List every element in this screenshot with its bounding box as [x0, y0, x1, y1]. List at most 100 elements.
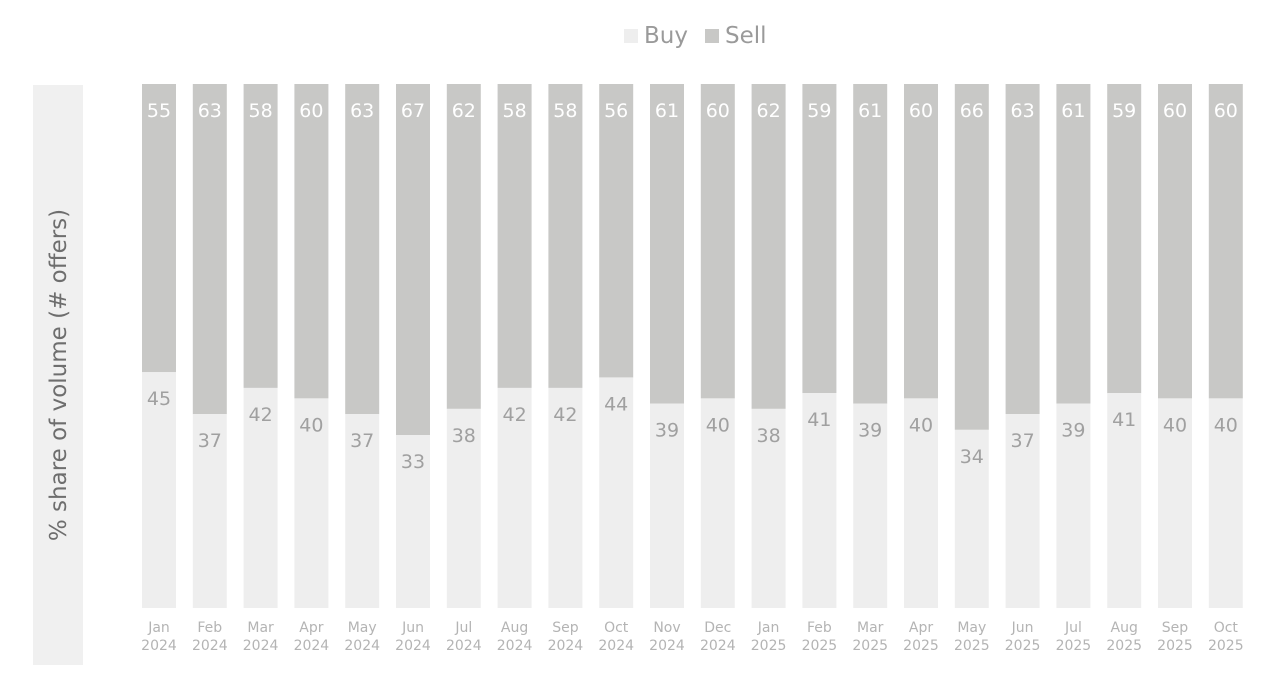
x-tick-year: 2025 — [1157, 638, 1193, 654]
x-tick-month: Jan — [147, 620, 170, 636]
bar-sell — [1158, 84, 1192, 399]
x-tick-month: Mar — [247, 620, 274, 636]
bar-buy — [853, 403, 888, 608]
data-label-sell: 63 — [198, 100, 222, 122]
bar-buy — [802, 393, 837, 608]
x-tick-month: Mar — [857, 620, 884, 636]
x-tick-month: Jul — [454, 620, 472, 636]
data-label-sell: 58 — [503, 100, 527, 122]
x-tick-month: Aug — [1111, 620, 1138, 636]
bar-sell — [802, 84, 837, 394]
bar-sell — [599, 84, 634, 378]
x-tick-month: Sep — [1162, 620, 1189, 636]
x-tick-month: May — [348, 620, 377, 636]
bar-sell — [243, 84, 278, 388]
bar-sell — [396, 84, 430, 436]
bar-sell — [700, 84, 735, 399]
data-label-sell: 62 — [452, 100, 476, 122]
data-label-sell: 63 — [350, 100, 374, 122]
bars-group: 55 45 63 37 58 42 60 40 63 37 67 33 62 38 58 42 58 42 56 44… — [142, 84, 1243, 608]
x-tick-year: 2025 — [903, 638, 939, 654]
bar-buy — [650, 403, 684, 608]
bar-buy — [1056, 403, 1091, 608]
legend: Buy Sell — [624, 23, 767, 49]
legend-buy-label: Buy — [644, 23, 688, 49]
x-tick-month: Dec — [704, 620, 731, 636]
bar-buy — [700, 398, 735, 608]
x-tick-month: Apr — [299, 620, 323, 636]
data-label-sell: 60 — [1214, 100, 1238, 122]
bar-buy — [1107, 393, 1142, 608]
bar-buy — [954, 429, 989, 608]
bar-sell — [954, 84, 989, 430]
data-label-buy: 41 — [807, 409, 831, 431]
data-label-buy: 37 — [1011, 430, 1035, 452]
x-tick-month: Feb — [807, 620, 832, 636]
data-label-buy: 40 — [299, 414, 323, 436]
bar-sell — [1208, 84, 1243, 399]
bar-buy — [904, 398, 938, 608]
bar-sell — [853, 84, 888, 404]
x-tick-year: 2024 — [446, 638, 482, 654]
data-label-buy: 40 — [706, 414, 730, 436]
x-tick-month: Oct — [1214, 620, 1239, 636]
data-label-buy: 38 — [452, 425, 476, 447]
x-tick-month: Oct — [604, 620, 629, 636]
x-tick-year: 2025 — [802, 638, 838, 654]
x-tick-year: 2024 — [141, 638, 177, 654]
bar-buy — [1158, 398, 1192, 608]
bar-sell — [446, 84, 481, 409]
data-label-sell: 61 — [655, 100, 679, 122]
bar-buy — [446, 408, 481, 608]
x-tick-year: 2025 — [1056, 638, 1092, 654]
x-tick-month: Jan — [757, 620, 780, 636]
legend-buy-swatch — [624, 29, 638, 43]
x-tick-month: Jul — [1064, 620, 1082, 636]
bar-buy — [192, 414, 227, 608]
x-tick-year: 2025 — [954, 638, 990, 654]
data-label-sell: 59 — [1112, 100, 1136, 122]
data-label-sell: 66 — [960, 100, 984, 122]
legend-sell-swatch — [705, 29, 719, 43]
data-label-buy: 42 — [553, 404, 577, 426]
bar-buy — [294, 398, 329, 608]
x-axis-ticks: Jan 2024 Feb 2024 Mar 2024 Apr 2024 May 2024 Jun 20… — [141, 620, 1243, 654]
data-label-buy: 42 — [249, 404, 273, 426]
bar-buy — [142, 372, 176, 608]
x-tick-month: May — [957, 620, 986, 636]
data-label-sell: 60 — [299, 100, 323, 122]
data-label-sell: 60 — [909, 100, 933, 122]
x-tick-year: 2025 — [1106, 638, 1142, 654]
bar-buy — [345, 414, 380, 608]
legend-sell-label: Sell — [725, 23, 767, 49]
data-label-buy: 40 — [909, 414, 933, 436]
bar-sell — [650, 84, 684, 404]
data-label-buy: 39 — [858, 420, 882, 442]
bar-sell — [1056, 84, 1091, 404]
data-label-sell: 60 — [1163, 100, 1187, 122]
data-label-buy: 45 — [147, 388, 171, 410]
data-label-buy: 37 — [350, 430, 374, 452]
bar-buy — [243, 387, 278, 608]
data-label-sell: 63 — [1011, 100, 1035, 122]
data-label-sell: 67 — [401, 100, 425, 122]
x-tick-year: 2025 — [1005, 638, 1041, 654]
x-tick-year: 2024 — [192, 638, 228, 654]
data-label-buy: 40 — [1214, 414, 1238, 436]
x-tick-year: 2025 — [1208, 638, 1244, 654]
bar-buy — [1005, 414, 1040, 608]
data-label-buy: 42 — [503, 404, 527, 426]
bar-sell — [192, 84, 227, 415]
x-tick-year: 2024 — [344, 638, 380, 654]
data-label-sell: 61 — [1061, 100, 1085, 122]
data-label-buy: 39 — [655, 420, 679, 442]
data-label-sell: 59 — [807, 100, 831, 122]
data-label-buy: 44 — [604, 393, 628, 415]
x-tick-year: 2025 — [852, 638, 888, 654]
x-tick-year: 2024 — [395, 638, 431, 654]
x-tick-month: Feb — [197, 620, 222, 636]
data-label-buy: 38 — [757, 425, 781, 447]
x-tick-month: Sep — [552, 620, 579, 636]
x-tick-year: 2024 — [700, 638, 736, 654]
